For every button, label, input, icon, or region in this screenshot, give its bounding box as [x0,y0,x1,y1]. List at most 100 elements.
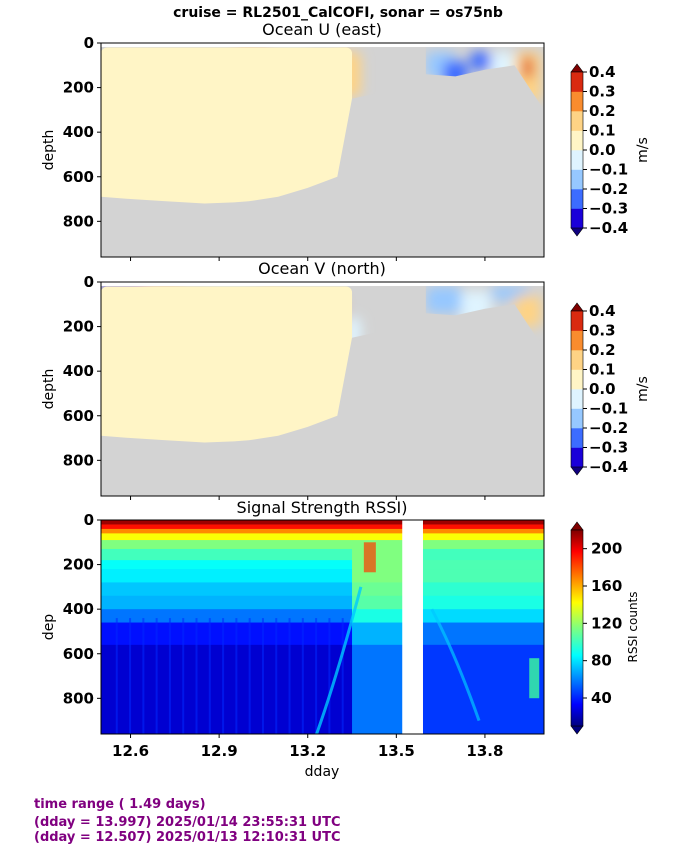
colorbar-tick-label: 0.3 [589,83,616,101]
colorbar-extend-top [570,63,584,73]
rssi-band [422,548,544,561]
x-axis [130,496,486,500]
rssi-band [101,520,353,525]
y-tick-label: 600 [63,168,94,186]
rssi-streak [315,618,318,734]
rssi-band [352,595,403,610]
rssi-band [352,524,403,530]
rssi-streak [155,618,158,734]
x-axis [130,257,486,261]
rssi-band [101,533,353,541]
rssi-band [352,520,403,525]
colorbar-extend-top [570,521,584,531]
x-tick-label: 13.2 [289,742,326,760]
rssi-band [422,644,544,734]
colorbar-frame [570,71,584,229]
rssi-streak [248,618,251,734]
rssi-band [352,548,403,561]
y-tick-label: 0 [84,511,94,529]
colorbar-extend-bottom [570,466,584,476]
rssi-band [352,528,403,534]
rssi-band [352,622,403,646]
y-tick-label: 600 [63,645,94,663]
rssi-band [101,582,353,597]
colorbar-tick-label: 0.0 [589,141,616,159]
rssi-band [352,533,403,541]
colorbar-swatch [571,369,583,390]
colorbar-gradient [571,530,583,726]
rssi-band [422,582,544,597]
colorbar-swatch [571,150,583,170]
colorbar-swatch [571,72,583,92]
colorbar-tick-label: −0.2 [589,180,628,198]
colorbar-swatch [571,111,583,131]
y-tick-label: 800 [63,212,94,230]
rssi-streak [182,618,185,734]
rssi-band [352,569,403,583]
rssi-band [422,533,544,541]
colorbar-swatch [571,428,583,448]
velocity-patch [523,56,533,79]
no-data-gap [402,520,423,734]
velocity-patch [470,51,491,70]
rssi-band [101,609,353,624]
rssi-band [352,582,403,597]
y-tick-label: 400 [63,600,94,618]
rssi-band [422,528,544,534]
heatmap-field [101,282,544,496]
colorbar-frame [570,310,584,468]
x-tick-label: 12.6 [112,742,149,760]
rssi-band [101,548,353,561]
colorbar-tick-label: 40 [591,689,612,707]
rssi-streak [301,618,304,734]
rssi-band [422,609,544,624]
colorbar-tick-label: −0.3 [589,439,628,457]
heatmap-field [101,43,544,257]
footer-time-range: time range ( 1.49 days) [34,797,206,812]
rssi-streak [341,618,344,734]
rssi-band [422,520,544,525]
y-tick-label: 600 [63,407,94,425]
colorbar-tick-label: 0.1 [589,122,616,140]
rssi-streak [208,618,211,734]
footer-end-time: (dday = 13.997) 2025/01/14 23:55:31 UTC [34,815,341,830]
panel-title: Signal Strength RSSI) [237,498,408,517]
colorbar-swatch [571,169,583,190]
y-axis: 0 200 400 600 800 [63,511,101,707]
y-tick-label: 0 [84,273,94,291]
x-axis: 12.6 12.9 13.2 13.5 13.8 [112,734,503,760]
rssi-streak [288,618,291,734]
rssi-streak [275,618,278,734]
colorbar-tick-label: 80 [591,652,612,670]
rssi-band [422,569,544,583]
rssi-band [422,622,544,646]
colorbar-swatch [571,350,583,370]
colorbar-tick-label: 0.2 [589,341,616,359]
heatmap-field [101,520,544,734]
y-tick-label: 200 [63,79,94,97]
colorbar-label: m/s [635,137,651,163]
colorbar-swatch [571,330,583,351]
colorbar-swatch [571,208,583,229]
colorbar-label: RSSI counts [626,591,640,662]
rssi-band [101,560,353,570]
rssi-band [101,524,353,530]
colorbar-swatch [571,389,583,409]
velocity-patch [101,47,353,204]
footer-start-time: (dday = 12.507) 2025/01/13 12:10:31 UTC [34,830,341,845]
colorbar-tick-label: −0.1 [589,400,628,418]
y-axis-label: depth [41,130,57,171]
colorbar: 200 160 120 80 40 [570,521,622,735]
rssi-band [101,540,353,550]
colorbar-swatch [571,130,583,151]
suptitle: cruise = RL2501_CalCOFI, sonar = os75nb [173,5,503,21]
colorbar-swatch [571,189,583,209]
colorbar-extend-bottom [570,725,584,735]
y-axis: 0 200 400 600 800 [63,34,101,230]
colorbar-tick-label: −0.4 [589,458,628,476]
rssi-band [101,644,353,734]
colorbar-tick-label: 0.2 [589,102,616,120]
rssi-streak [142,618,145,734]
